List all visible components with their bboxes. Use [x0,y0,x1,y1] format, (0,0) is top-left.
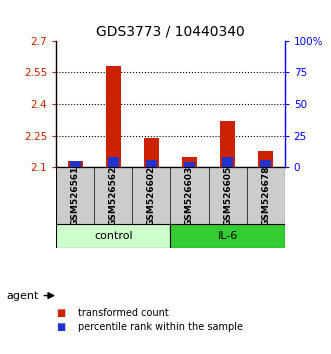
Bar [222,158,233,167]
Bar [258,150,273,167]
Bar [260,160,271,167]
Bar [184,162,195,167]
Bar [182,157,197,167]
Bar [56,224,170,248]
Bar [146,160,157,167]
Text: transformed count: transformed count [78,308,168,318]
Bar [220,121,235,167]
Bar [70,161,81,167]
Bar [68,161,83,167]
Text: GSM526605: GSM526605 [223,166,232,226]
Text: GSM526561: GSM526561 [71,165,80,226]
Text: IL-6: IL-6 [217,231,238,241]
Title: GDS3773 / 10440340: GDS3773 / 10440340 [96,24,245,38]
Bar [144,138,159,167]
Text: GSM526603: GSM526603 [185,166,194,226]
Bar [108,158,119,167]
Bar [106,66,121,167]
Text: GSM526602: GSM526602 [147,166,156,226]
Text: ■: ■ [56,322,66,332]
Text: GSM526562: GSM526562 [109,165,118,226]
Text: GSM526678: GSM526678 [261,165,270,226]
Bar [170,224,285,248]
Text: control: control [94,231,133,241]
Text: agent: agent [7,291,39,301]
Text: percentile rank within the sample: percentile rank within the sample [78,322,243,332]
Text: ■: ■ [56,308,66,318]
